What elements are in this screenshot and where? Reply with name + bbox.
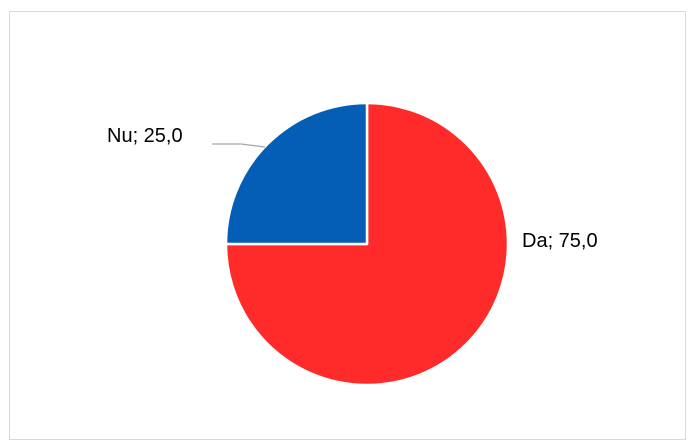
pie-slice-nu	[224, 101, 369, 246]
data-label-da: Da; 75,0	[522, 230, 598, 252]
pie-slices	[224, 101, 510, 387]
leader-line-nu	[212, 143, 266, 148]
pie-slice-da	[224, 101, 510, 387]
data-label-nu: Nu; 25,0	[107, 125, 183, 147]
leader-lines	[212, 143, 266, 148]
